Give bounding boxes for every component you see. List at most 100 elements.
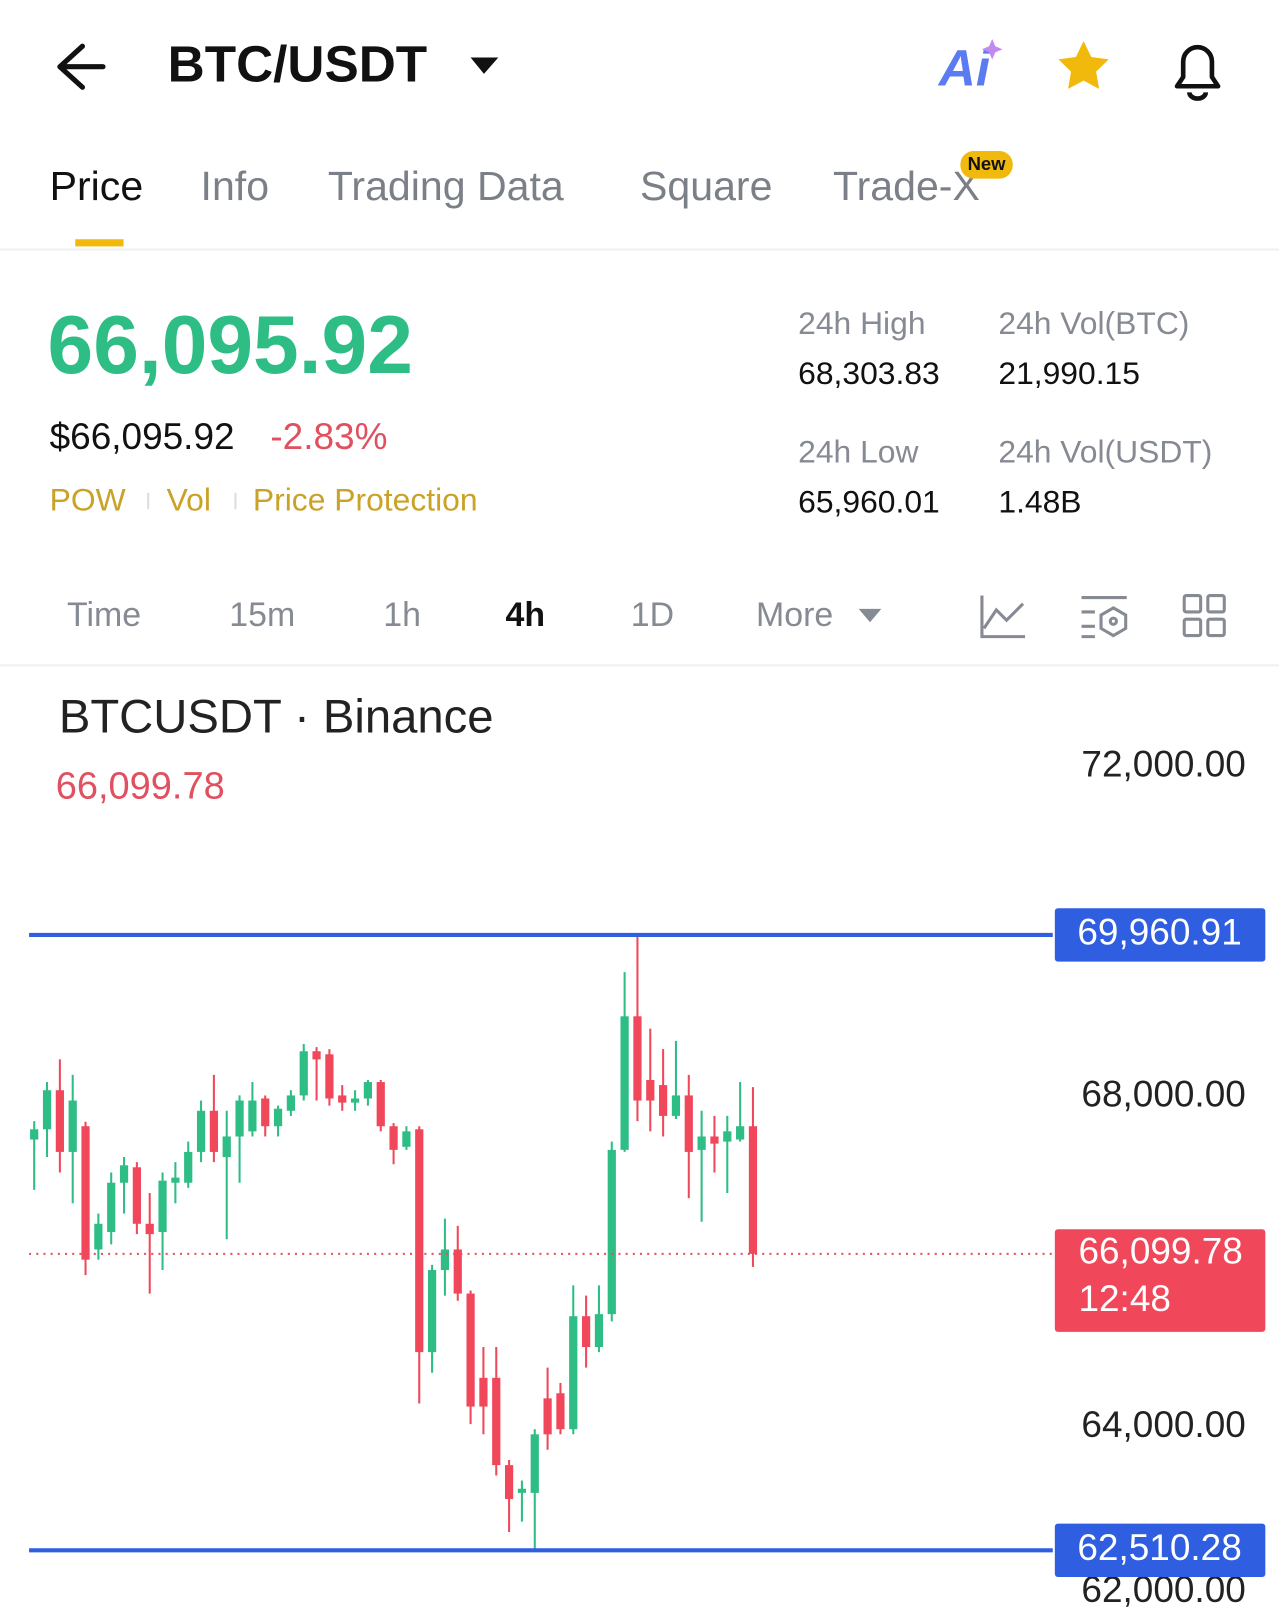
candle-body xyxy=(55,1090,64,1152)
bell-body xyxy=(1174,45,1221,89)
layout-button[interactable] xyxy=(1182,594,1226,638)
candle-body xyxy=(402,1131,411,1147)
stat-value: 1.48B xyxy=(998,484,1081,520)
tag[interactable]: Price Protection xyxy=(253,482,478,518)
interval[interactable]: 1D xyxy=(631,596,674,634)
tag-separator xyxy=(234,492,237,510)
candle-body xyxy=(196,1110,206,1152)
icon-cell xyxy=(1182,594,1203,614)
candlestick-chart: 72,000.0068,000.0064,000.0062,000.0066,0… xyxy=(29,743,1266,1609)
fiat-price: $66,095.92 xyxy=(50,416,235,457)
interval[interactable]: Time xyxy=(67,596,141,634)
candle-body xyxy=(620,1016,629,1150)
candle-body xyxy=(325,1054,334,1099)
candle-body xyxy=(659,1085,668,1116)
price-line-label: 69,960.91 xyxy=(1077,912,1241,953)
candle-body xyxy=(427,1270,437,1353)
favorite-star[interactable] xyxy=(1058,41,1109,89)
candle-body xyxy=(646,1079,655,1101)
y-tick-label: 72,000.00 xyxy=(1081,743,1245,784)
tag-separator xyxy=(147,492,150,510)
back-button[interactable] xyxy=(57,43,106,90)
interval-more[interactable]: More xyxy=(756,596,833,634)
more-dropdown[interactable] xyxy=(858,608,882,623)
icon-line xyxy=(982,602,1025,630)
candle-body xyxy=(81,1126,90,1260)
back-arrow xyxy=(57,43,106,90)
tag[interactable]: Vol xyxy=(167,482,211,518)
candle-body xyxy=(299,1051,308,1096)
price-line-box xyxy=(1054,1523,1266,1578)
candle-body xyxy=(68,1100,77,1152)
candle-body xyxy=(119,1165,129,1183)
price-line-box xyxy=(1054,908,1266,962)
icon-dot xyxy=(1108,616,1118,626)
icon-cell xyxy=(1206,594,1226,614)
pair-title[interactable]: BTC/USDT xyxy=(168,35,427,92)
chart-legend-value: 66,099.78 xyxy=(56,766,225,808)
candle-body xyxy=(530,1434,539,1493)
candle-body xyxy=(466,1293,475,1407)
candle-body xyxy=(748,1126,758,1254)
stat-label: 24h Vol(BTC) xyxy=(998,305,1189,341)
interval[interactable]: 4h xyxy=(506,596,546,634)
interval[interactable]: 15m xyxy=(229,596,295,634)
pair-dropdown[interactable] xyxy=(470,57,499,74)
icon-lines xyxy=(1081,596,1127,639)
divider xyxy=(0,248,1279,251)
divider xyxy=(0,664,1279,667)
candle-body xyxy=(415,1129,424,1353)
settings-button[interactable] xyxy=(1081,596,1128,639)
y-tick-label: 68,000.00 xyxy=(1081,1074,1245,1115)
tab[interactable]: Info xyxy=(201,163,270,209)
candle-body xyxy=(261,1098,270,1127)
interval[interactable]: 1h xyxy=(383,596,421,634)
candle-body xyxy=(184,1151,193,1183)
chart-legend-title: BTCUSDT · Binance xyxy=(59,690,494,743)
last-price-label: 66,099.78 xyxy=(1078,1231,1242,1272)
y-tick-label: 64,000.00 xyxy=(1081,1404,1245,1445)
price-line-label: 62,510.28 xyxy=(1077,1527,1241,1568)
candle-body xyxy=(581,1316,591,1348)
candle-body xyxy=(158,1180,167,1233)
tab[interactable]: Price xyxy=(50,163,144,209)
candle-body xyxy=(633,1016,642,1101)
icon-cell xyxy=(1182,617,1203,638)
candle-body xyxy=(376,1082,385,1127)
candle-body xyxy=(569,1316,578,1430)
icon-cell xyxy=(1206,617,1226,638)
tab[interactable]: Trade-X xyxy=(833,163,980,209)
stat-value: 65,960.01 xyxy=(798,484,940,520)
candle-body xyxy=(312,1051,321,1060)
last-price: 66,095.92 xyxy=(48,300,413,391)
candle-body xyxy=(710,1136,719,1144)
candle-body xyxy=(30,1129,39,1140)
candle-body xyxy=(607,1149,616,1315)
candle-body xyxy=(132,1167,141,1224)
alert-bell[interactable] xyxy=(1174,45,1221,101)
stat-value: 68,303.83 xyxy=(798,355,940,391)
new-badge-text: New xyxy=(968,153,1007,174)
candle-body xyxy=(389,1126,398,1150)
stat-label: 24h High xyxy=(798,305,925,341)
candle-body xyxy=(504,1465,514,1500)
stat-label: 24h Vol(USDT) xyxy=(998,433,1212,469)
indicator-button[interactable] xyxy=(980,595,1026,639)
candle-body xyxy=(723,1131,732,1142)
tab[interactable]: Square xyxy=(640,163,772,209)
ai-button[interactable]: Ai xyxy=(937,39,992,96)
candle-body xyxy=(209,1110,218,1152)
candle-body xyxy=(440,1249,450,1271)
price-change: -2.83% xyxy=(270,416,387,457)
tag[interactable]: POW xyxy=(50,482,126,518)
stat-label: 24h Low xyxy=(798,433,919,469)
candle-body xyxy=(286,1095,296,1111)
candle-body xyxy=(235,1100,244,1137)
candle-body xyxy=(338,1095,347,1103)
candle-body xyxy=(350,1098,360,1103)
icon-hex xyxy=(1099,606,1128,638)
icon-axes xyxy=(980,595,1026,639)
tab[interactable]: Trading Data xyxy=(328,163,564,209)
